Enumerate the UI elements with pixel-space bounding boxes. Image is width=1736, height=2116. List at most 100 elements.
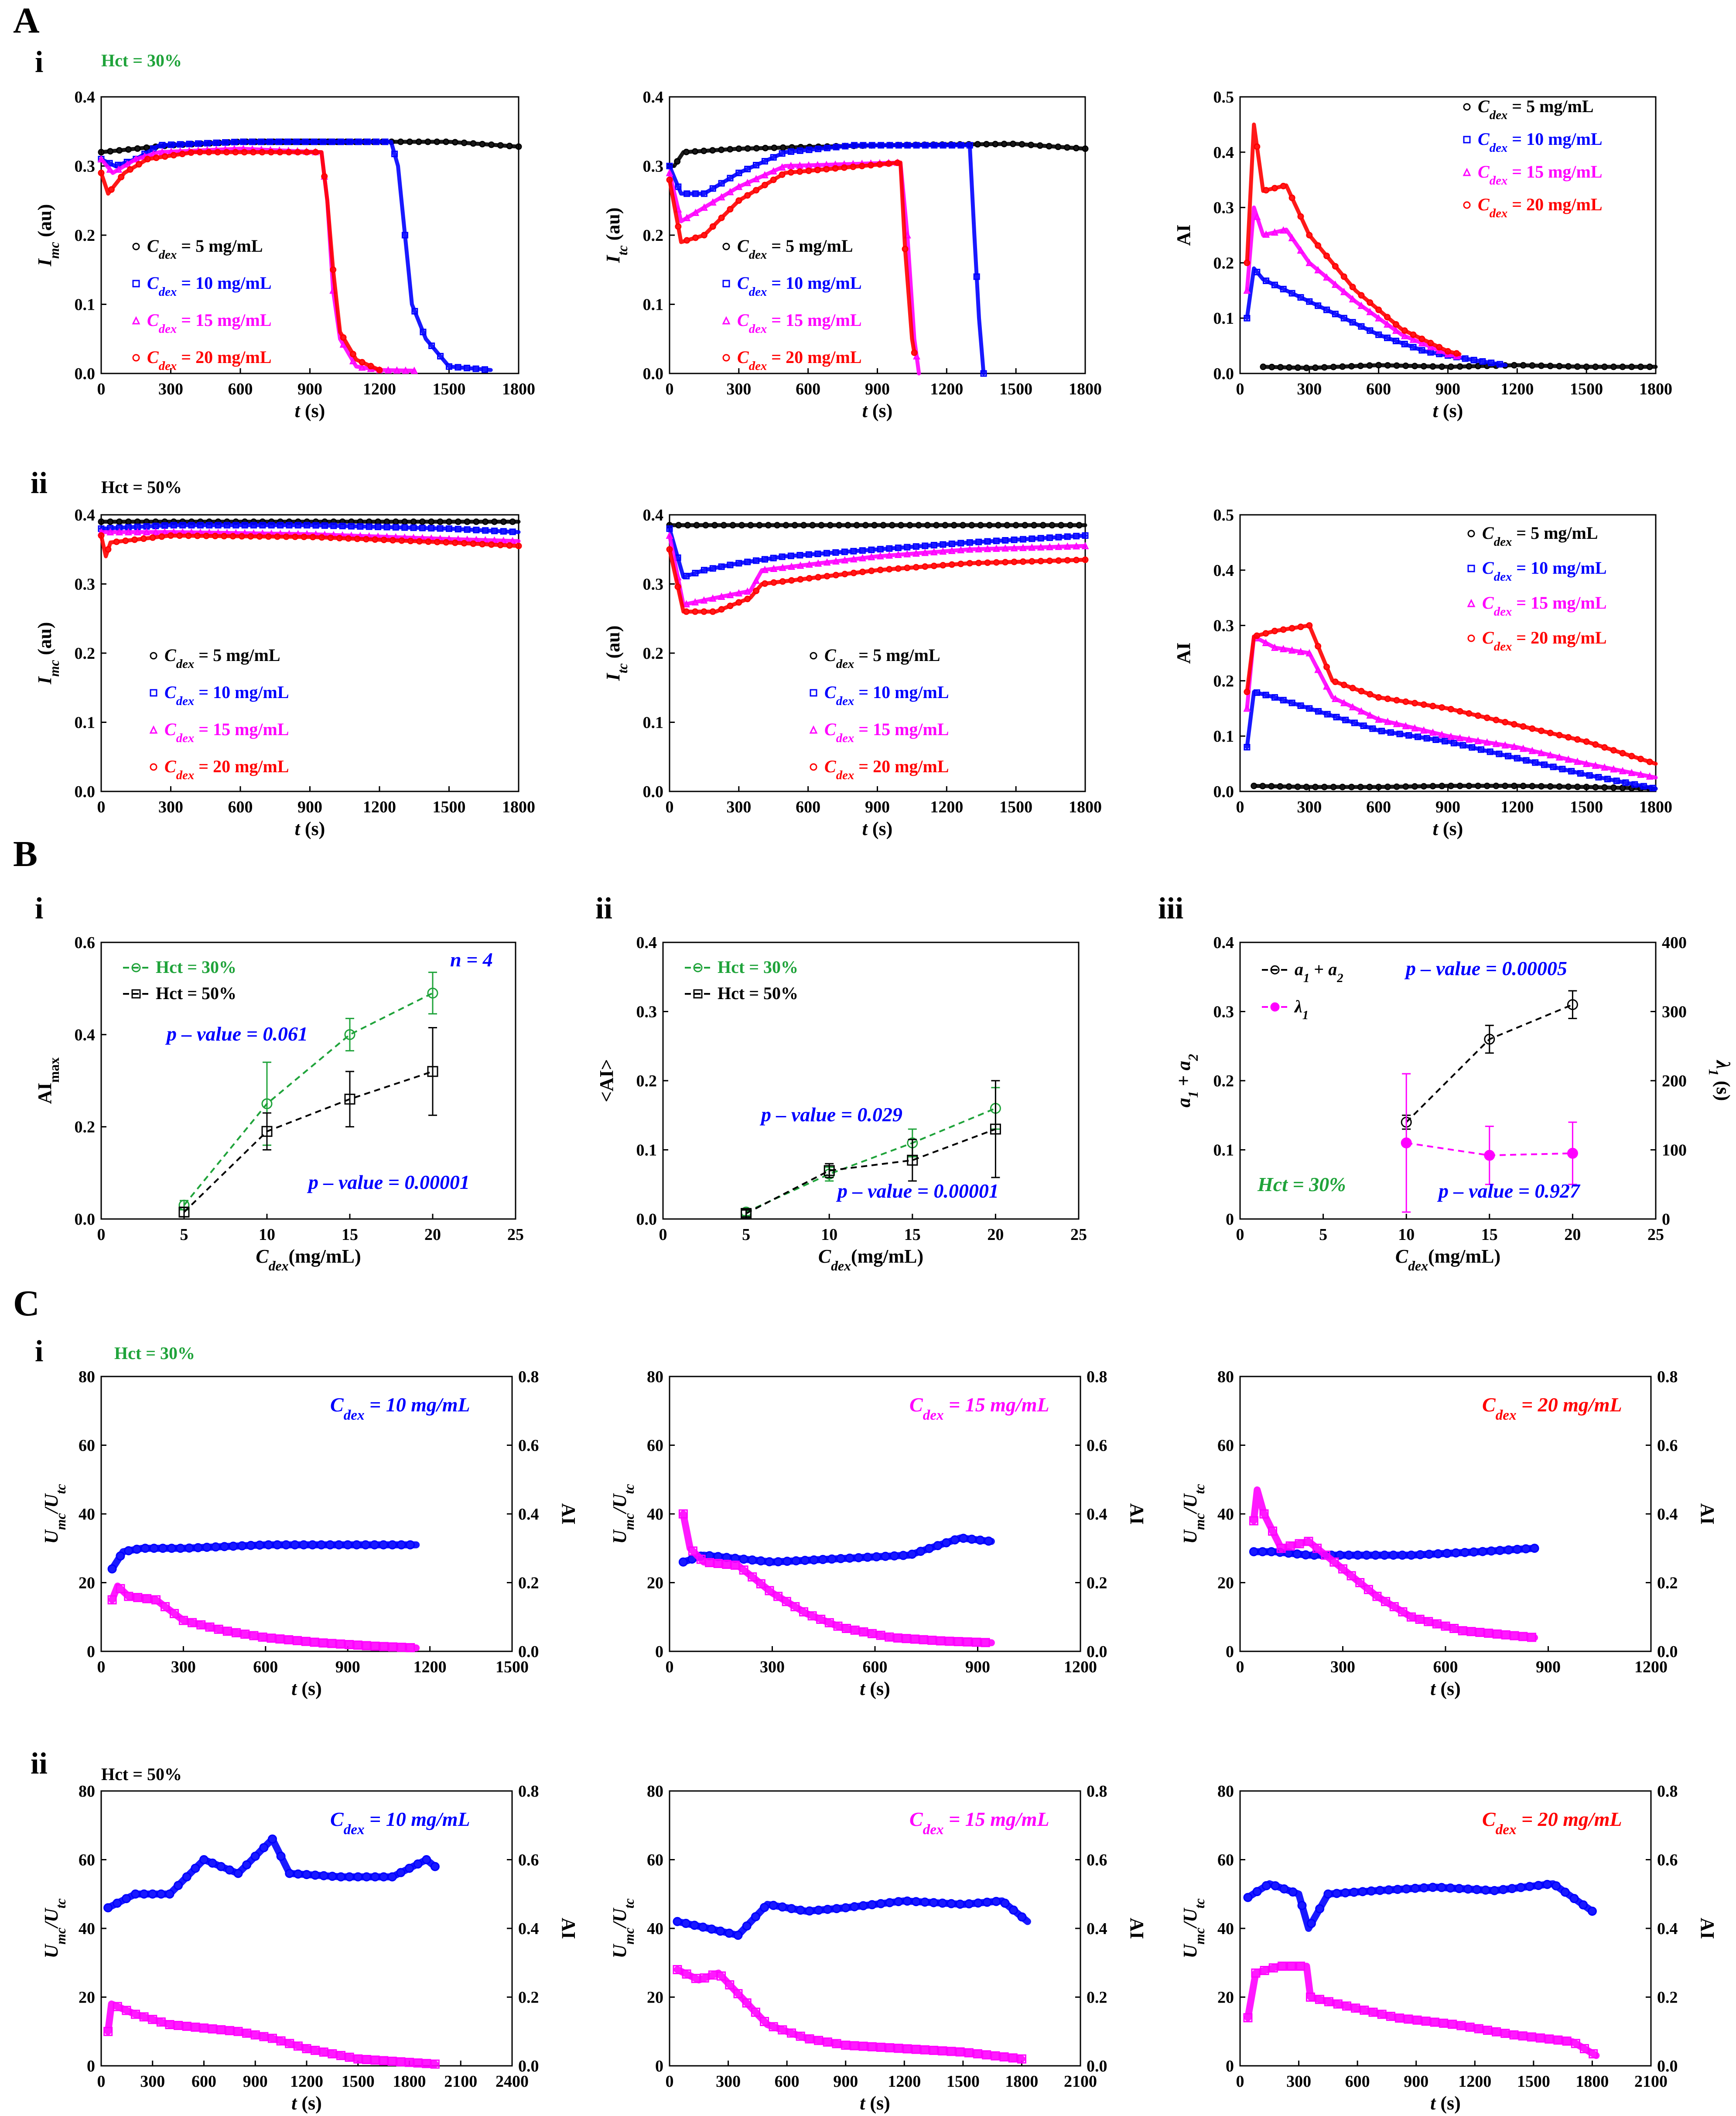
y-tick-label: 0.3 — [643, 575, 664, 594]
data-point — [876, 552, 884, 560]
data-point — [957, 546, 965, 554]
data-point — [920, 2045, 930, 2054]
data-point — [345, 1640, 354, 1649]
data-point — [311, 1870, 320, 1880]
data-point — [285, 1869, 294, 1878]
data-point — [290, 1540, 300, 1550]
data-point — [232, 522, 239, 529]
data-point — [1492, 1629, 1502, 1639]
y2-tick-label: 400 — [1662, 934, 1687, 952]
data-point — [1263, 277, 1270, 284]
data-point — [303, 149, 310, 156]
data-point — [1022, 522, 1029, 529]
y-axis-label-part: tc — [53, 1898, 68, 1908]
data-point — [1538, 727, 1545, 734]
data-point — [1243, 286, 1251, 294]
data-point — [1469, 1547, 1479, 1557]
data-point — [1438, 730, 1446, 738]
series-line — [1245, 205, 1462, 359]
legend-entry-part: 1 — [1302, 1008, 1309, 1022]
y2-axis-label-part: AI — [558, 1503, 579, 1525]
y-tick-label: 0.1 — [636, 1141, 657, 1160]
data-point — [1619, 767, 1627, 774]
data-point — [748, 1555, 757, 1565]
data-point — [388, 1642, 397, 1652]
data-point — [915, 522, 922, 529]
data-point — [809, 1555, 819, 1565]
data-point — [739, 1554, 748, 1564]
data-point — [769, 2022, 778, 2031]
data-point — [1306, 622, 1313, 629]
data-point — [1375, 715, 1383, 723]
data-point — [149, 1544, 159, 1553]
data-point — [860, 142, 867, 149]
data-point — [980, 370, 987, 377]
data-point — [1401, 1137, 1412, 1149]
legend-marker — [131, 963, 141, 972]
data-point — [850, 548, 857, 555]
y2-tick-label: 0.0 — [1087, 1643, 1107, 1661]
data-point — [752, 576, 760, 584]
legend-entry-part: dex — [836, 657, 854, 671]
data-point — [910, 1634, 920, 1644]
x-tick-label: 900 — [865, 798, 890, 816]
data-point — [886, 142, 893, 149]
data-point — [859, 568, 866, 575]
x-tick-label: 1200 — [1064, 1658, 1097, 1676]
data-point — [113, 2002, 122, 2011]
data-point — [1463, 1884, 1473, 1894]
y2-tick-label: 0.6 — [1087, 1437, 1107, 1455]
data-point — [135, 161, 142, 168]
data-point — [1073, 533, 1080, 540]
data-point — [1433, 1549, 1443, 1558]
data-point — [1340, 288, 1348, 295]
y-axis-label: Imc (au) — [34, 622, 62, 685]
data-point — [1037, 543, 1045, 551]
data-point — [1512, 1544, 1522, 1554]
legend-entry-part: dex — [1494, 605, 1512, 619]
data-point — [1285, 1541, 1295, 1551]
legend-entry: Cdex = 20 mg/mL — [164, 757, 289, 782]
data-point — [1000, 1898, 1010, 1908]
y-axis-label-part: 2 — [1186, 1054, 1201, 1061]
data-point — [1329, 1557, 1339, 1567]
data-point — [709, 185, 716, 192]
data-point — [132, 1544, 142, 1554]
data-point — [964, 1899, 974, 1909]
y-tick-label: 40 — [79, 1920, 95, 1938]
data-point — [889, 1551, 899, 1561]
data-point — [1565, 734, 1572, 741]
x-tick-label: 1800 — [502, 380, 535, 398]
data-point — [1271, 643, 1278, 651]
data-point — [382, 138, 389, 145]
data-point — [770, 555, 777, 562]
legend-entry-part: a — [1295, 959, 1303, 979]
panel-condition-label: Cdex = 15 mg/mL — [909, 1808, 1049, 1838]
data-point — [479, 140, 486, 147]
data-point — [876, 2042, 885, 2052]
chart-Ci2: 0 300 600 900 12000204060800.00.20.40.60.8t … — [609, 1368, 1148, 1699]
y-tick-label: 0.2 — [643, 226, 664, 245]
data-point — [406, 1540, 415, 1550]
series-line — [1405, 1003, 1573, 1123]
series-3 — [98, 532, 522, 558]
legend-entry-part: C — [1482, 523, 1494, 543]
data-point — [1324, 1997, 1333, 2006]
data-point — [1349, 295, 1357, 303]
data-point — [779, 150, 786, 157]
data-point — [401, 232, 408, 239]
data-point — [1384, 314, 1391, 321]
data-point — [1628, 363, 1635, 370]
data-point — [115, 165, 123, 173]
series-1 — [678, 1509, 995, 1647]
series-0 — [673, 1896, 1031, 1940]
y2-tick-label: 0.2 — [1087, 1574, 1107, 1592]
data-point — [98, 518, 105, 525]
data-point — [1556, 783, 1563, 790]
data-point — [1389, 1602, 1399, 1612]
x-axis-label-part: (s) — [1435, 1678, 1460, 1699]
y-tick-label: 0.0 — [75, 783, 96, 801]
data-point — [131, 536, 138, 543]
data-point — [310, 1637, 319, 1647]
data-point — [1505, 753, 1512, 760]
